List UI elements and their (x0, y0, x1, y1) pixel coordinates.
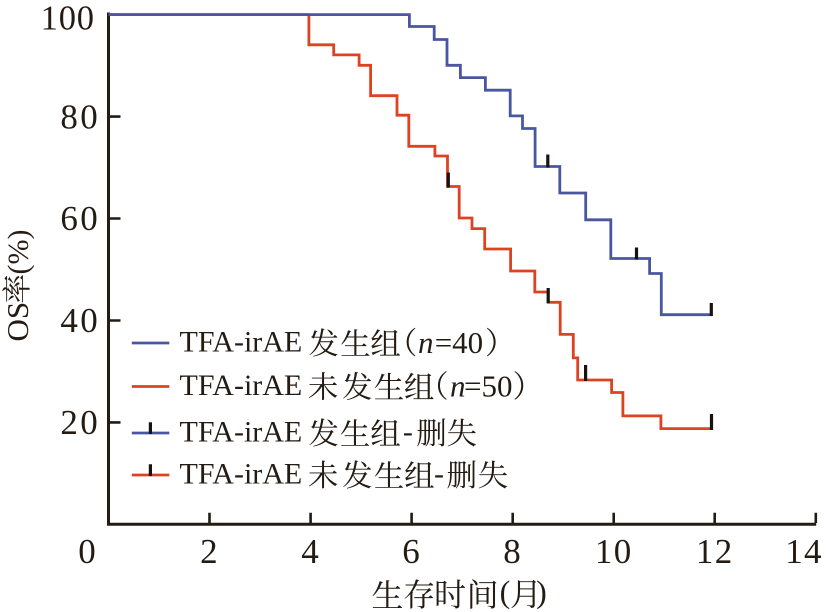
svg-text:14: 14 (785, 532, 823, 571)
svg-text:TFA-irAE: TFA-irAE (180, 416, 303, 449)
svg-text:80: 80 (60, 97, 100, 136)
svg-text:40: 40 (60, 301, 100, 340)
svg-text:12: 12 (696, 532, 734, 571)
svg-text:10: 10 (595, 532, 633, 571)
svg-text:(: ( (500, 573, 511, 609)
svg-text:-: - (403, 416, 413, 449)
svg-text:): ) (536, 573, 547, 609)
svg-text:=50: =50 (464, 369, 512, 404)
svg-text:TFA-irAE: TFA-irAE (180, 369, 303, 402)
svg-text:TFA-irAE: TFA-irAE (180, 326, 303, 359)
svg-text:60: 60 (60, 199, 100, 238)
svg-text:2: 2 (200, 532, 219, 571)
svg-text:n: n (418, 325, 434, 360)
svg-text:-: - (434, 458, 444, 491)
svg-text:4: 4 (301, 532, 320, 571)
svg-text:(%): (%) (2, 230, 35, 275)
svg-text:0: 0 (78, 532, 97, 571)
svg-text:100: 100 (41, 0, 95, 37)
svg-text:OS: OS (0, 302, 35, 342)
svg-text:=40: =40 (435, 325, 483, 360)
svg-text:6: 6 (402, 532, 421, 571)
svg-text:20: 20 (60, 403, 100, 442)
svg-text:8: 8 (503, 532, 522, 571)
svg-text:n: n (450, 369, 466, 404)
svg-text:TFA-irAE: TFA-irAE (180, 458, 303, 491)
